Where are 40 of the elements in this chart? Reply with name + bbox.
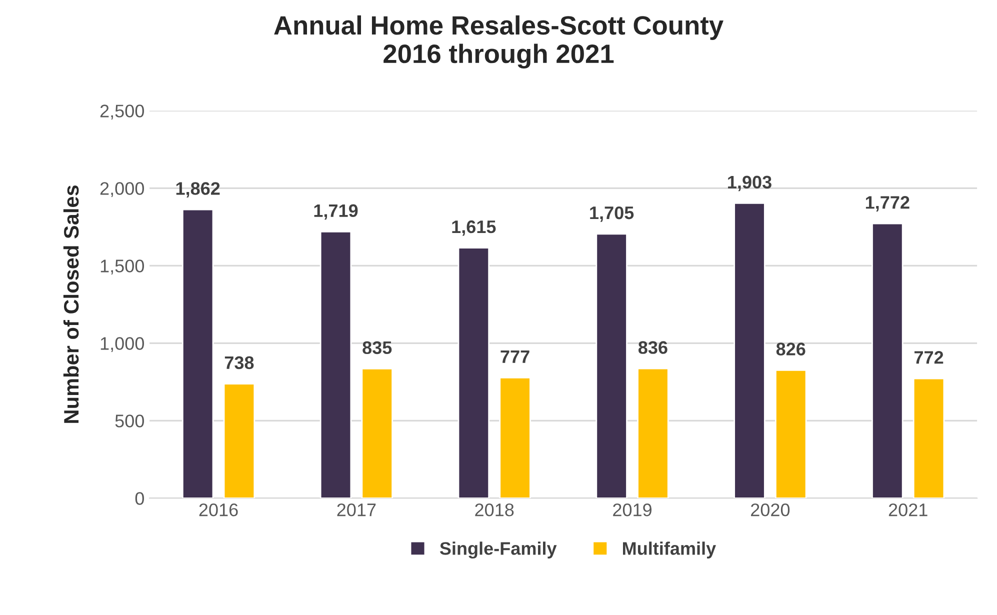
bar (912, 378, 945, 498)
data-label: 836 (638, 341, 668, 354)
data-label: 1,705 (590, 206, 634, 222)
x-tick-label: 2018 (475, 503, 514, 516)
bar (458, 247, 490, 498)
legend-label: Single-Family (440, 542, 557, 559)
data-label: 738 (224, 356, 254, 370)
bar (223, 383, 256, 498)
data-label: 835 (362, 341, 392, 354)
bar (182, 208, 214, 498)
y-tick-label: 0 (135, 492, 144, 505)
data-label: 826 (776, 342, 806, 356)
bar (361, 368, 393, 498)
bar (320, 231, 352, 498)
x-tick-label: 2019 (613, 503, 652, 516)
y-axis-title: Number of Closed Sales (63, 185, 79, 423)
data-label: 1,772 (866, 196, 910, 212)
data-label: 1,615 (452, 220, 496, 236)
y-tick-label: 2,500 (100, 104, 144, 120)
bar (637, 368, 669, 498)
x-tick-label: 2021 (888, 503, 928, 516)
x-tick-label: 2017 (337, 503, 376, 516)
data-label: 1,719 (314, 204, 358, 220)
bar (775, 369, 807, 498)
x-tick-label: 2016 (199, 503, 238, 516)
x-tick-label: 2020 (751, 503, 790, 516)
y-tick-label: 1,000 (100, 337, 144, 352)
bar (734, 202, 766, 498)
bar (872, 222, 904, 498)
data-label: 777 (500, 350, 530, 363)
y-tick-label: 2,000 (100, 182, 144, 198)
y-tick-label: 1,500 (100, 260, 144, 275)
bar (596, 233, 628, 498)
y-tick-label: 500 (115, 414, 144, 428)
data-label: 772 (914, 351, 944, 364)
chart-title: Annual Home Resales-Scott County 2016 through 2021 (274, 15, 724, 69)
bar (499, 377, 531, 498)
data-label: 1,862 (176, 182, 220, 198)
legend-label: Multifamily (623, 542, 716, 558)
data-label: 1,903 (728, 176, 772, 192)
